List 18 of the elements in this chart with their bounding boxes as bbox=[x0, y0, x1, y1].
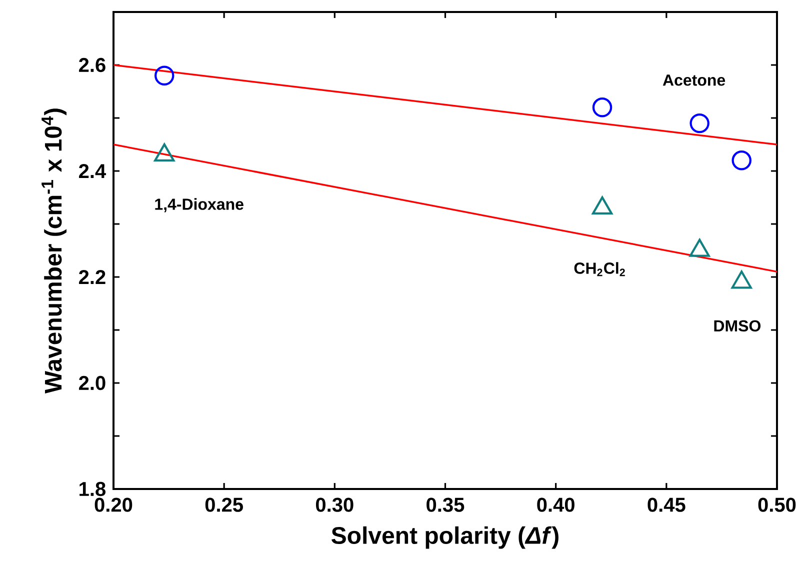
y-tick-label: 2.0 bbox=[79, 376, 106, 390]
y-tick-label: 2.2 bbox=[79, 270, 106, 284]
annotation: CH$_{2}$Cl$_{2}$ bbox=[574, 262, 625, 276]
annotation: DMSO bbox=[714, 320, 761, 332]
x-tick-label: 0.35 bbox=[426, 498, 464, 512]
y-tick-label: 2.6 bbox=[79, 58, 106, 72]
x-tick-label: 0.40 bbox=[537, 498, 574, 512]
annotation: Acetone bbox=[662, 74, 726, 86]
x-axis-title: Solvent polarity (Δf) bbox=[332, 526, 558, 549]
annotation: 1,4-Dioxane bbox=[155, 198, 244, 212]
y-tick-label: 1.8 bbox=[80, 482, 106, 496]
y-axis-title: Wavenumber (cm$^{-1}$ x 10$^{4}$) bbox=[42, 108, 66, 394]
y-tick-label: 2.4 bbox=[79, 164, 106, 178]
x-tick-label: 0.45 bbox=[648, 498, 686, 512]
x-tick-label: 0.50 bbox=[758, 498, 796, 512]
x-tick-label: 0.30 bbox=[316, 498, 354, 512]
x-tick-label: 0.25 bbox=[205, 498, 243, 512]
x-tick-label: 0.20 bbox=[94, 498, 132, 512]
